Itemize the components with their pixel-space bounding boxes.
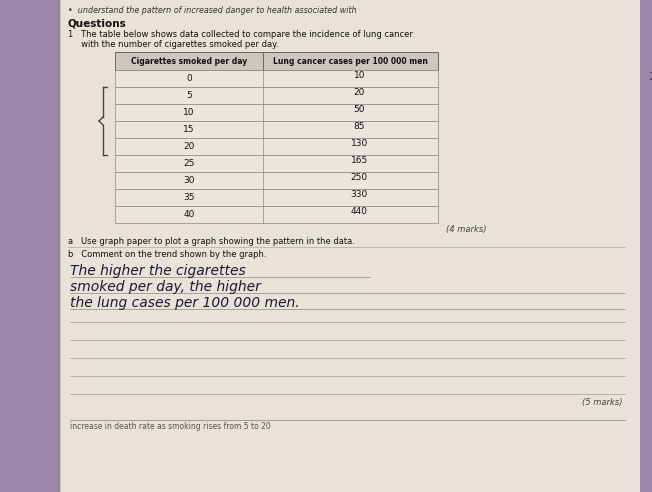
Text: 35: 35 [183,193,195,202]
Bar [60,0,640,492]
Bar [115,172,438,189]
Text: 20: 20 [353,89,365,97]
Text: 30: 30 [183,176,195,185]
Text: 25: 25 [183,159,195,168]
Bar [115,70,438,87]
Text: a   Use graph paper to plot a graph showing the pattern in the data.: a Use graph paper to plot a graph showin… [68,237,355,246]
Text: 165: 165 [351,156,368,165]
Bar [115,138,438,155]
Text: 330: 330 [351,190,368,199]
Text: 10: 10 [183,108,195,117]
Text: 10: 10 [353,71,365,81]
Bar [115,87,438,104]
Bar [115,155,438,172]
Text: 2: 2 [648,72,652,82]
Bar [115,189,438,206]
Text: Questions: Questions [68,18,126,28]
Text: The higher the cigarettes: The higher the cigarettes [70,264,246,278]
Text: 15: 15 [183,125,195,134]
Bar [115,121,438,138]
Text: 40: 40 [183,210,195,219]
Text: Lung cancer cases per 100 000 men: Lung cancer cases per 100 000 men [273,57,428,65]
Text: b   Comment on the trend shown by the graph.: b Comment on the trend shown by the grap… [68,250,267,259]
Text: (5 marks): (5 marks) [582,398,622,407]
Text: 20: 20 [183,142,195,151]
Text: 130: 130 [351,139,368,149]
Text: increase in death rate as smoking rises from 5 to 20: increase in death rate as smoking rises … [70,422,271,431]
Text: smoked per day, the higher: smoked per day, the higher [70,280,261,294]
Text: Cigarettes smoked per day: Cigarettes smoked per day [131,57,247,65]
Text: with the number of cigarettes smoked per day.: with the number of cigarettes smoked per… [68,40,278,49]
Text: 50: 50 [353,105,365,115]
Text: 1   The table below shows data collected to compare the incidence of lung cancer: 1 The table below shows data collected t… [68,30,413,39]
Text: 5: 5 [186,91,192,100]
Text: the lung cases per 100 000 men.: the lung cases per 100 000 men. [70,296,300,310]
Bar [57,0,61,492]
Text: (4 marks): (4 marks) [446,225,486,234]
Bar [115,104,438,121]
Text: 0: 0 [186,74,192,83]
Text: 85: 85 [353,123,365,131]
Text: •  understand the pattern of increased danger to health associated with: • understand the pattern of increased da… [68,6,357,15]
Text: 250: 250 [351,174,368,183]
Bar [115,52,438,70]
Text: 440: 440 [351,208,368,216]
Bar [115,206,438,223]
